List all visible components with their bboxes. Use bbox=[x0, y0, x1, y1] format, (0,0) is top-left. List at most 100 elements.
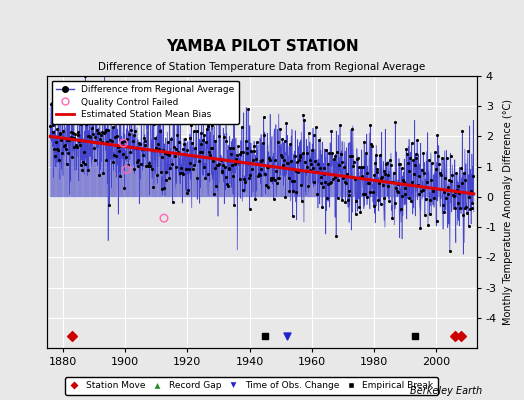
Point bbox=[102, 157, 111, 164]
Point bbox=[279, 162, 287, 168]
Point bbox=[133, 162, 141, 169]
Point bbox=[191, 144, 199, 151]
Text: Difference of Station Temperature Data from Regional Average: Difference of Station Temperature Data f… bbox=[99, 62, 425, 72]
Point bbox=[270, 177, 279, 183]
Point bbox=[183, 146, 192, 153]
Point bbox=[249, 148, 258, 154]
Point bbox=[443, 154, 451, 161]
Point bbox=[209, 158, 217, 164]
Point bbox=[144, 163, 152, 169]
Point bbox=[397, 206, 405, 212]
Point bbox=[171, 153, 179, 159]
Point bbox=[326, 180, 334, 187]
Point bbox=[432, 166, 440, 172]
Point bbox=[226, 145, 234, 151]
Point bbox=[70, 144, 79, 150]
Point bbox=[179, 170, 188, 177]
Point bbox=[315, 136, 323, 143]
Point bbox=[127, 127, 136, 133]
Point bbox=[274, 175, 282, 182]
Point bbox=[231, 160, 239, 167]
Point bbox=[99, 128, 107, 135]
Point bbox=[173, 132, 181, 138]
Text: Berkeley Earth: Berkeley Earth bbox=[410, 386, 482, 396]
Point bbox=[162, 169, 170, 175]
Point bbox=[379, 195, 388, 202]
Point bbox=[455, 190, 463, 196]
Point bbox=[376, 201, 385, 208]
Point bbox=[99, 170, 107, 176]
Point bbox=[287, 158, 295, 164]
Point bbox=[159, 147, 167, 153]
Point bbox=[176, 169, 184, 176]
Point bbox=[54, 157, 63, 163]
Point bbox=[166, 164, 174, 171]
Point bbox=[171, 146, 180, 152]
Point bbox=[463, 210, 471, 216]
Point bbox=[416, 191, 424, 198]
Point bbox=[112, 97, 120, 104]
Point bbox=[464, 223, 473, 230]
Point bbox=[280, 157, 288, 164]
Point bbox=[217, 169, 226, 175]
Point bbox=[312, 124, 320, 130]
Point bbox=[268, 176, 277, 182]
Point bbox=[141, 141, 149, 148]
Point bbox=[358, 164, 367, 170]
Point bbox=[451, 333, 459, 339]
Point bbox=[245, 206, 254, 213]
Point bbox=[260, 132, 269, 138]
Point bbox=[75, 141, 84, 148]
Point bbox=[67, 134, 75, 140]
Point bbox=[410, 333, 419, 339]
Point bbox=[424, 157, 433, 164]
Point bbox=[194, 153, 202, 159]
Point bbox=[333, 149, 341, 155]
Point bbox=[216, 157, 225, 163]
Point bbox=[86, 99, 95, 106]
Point bbox=[294, 157, 303, 164]
Point bbox=[411, 162, 419, 168]
Point bbox=[272, 180, 281, 186]
Point bbox=[364, 180, 372, 187]
Point bbox=[185, 166, 193, 172]
Point bbox=[174, 149, 182, 155]
Point bbox=[62, 146, 70, 152]
Point bbox=[456, 204, 464, 211]
Point bbox=[323, 181, 332, 187]
Point bbox=[64, 149, 72, 156]
Point bbox=[266, 157, 274, 163]
Point bbox=[352, 198, 361, 204]
Point bbox=[247, 147, 255, 154]
Point bbox=[137, 114, 146, 121]
Point bbox=[267, 174, 275, 181]
Point bbox=[182, 190, 191, 196]
Point bbox=[150, 121, 158, 128]
Point bbox=[221, 164, 229, 170]
Point bbox=[335, 162, 343, 168]
Point bbox=[223, 181, 231, 188]
Point bbox=[253, 161, 261, 167]
Point bbox=[212, 183, 221, 190]
Point bbox=[236, 150, 245, 157]
Point bbox=[125, 131, 133, 137]
Point bbox=[151, 134, 160, 141]
Point bbox=[288, 213, 297, 219]
Point bbox=[347, 153, 355, 160]
Point bbox=[320, 171, 329, 177]
Point bbox=[179, 146, 187, 152]
Point bbox=[276, 125, 284, 132]
Point bbox=[435, 160, 443, 167]
Point bbox=[72, 142, 80, 148]
Point bbox=[467, 204, 476, 211]
Point bbox=[49, 128, 58, 135]
Point bbox=[86, 134, 94, 140]
Point bbox=[311, 158, 319, 164]
Point bbox=[347, 126, 356, 132]
Point bbox=[56, 130, 64, 136]
Point bbox=[243, 150, 251, 156]
Point bbox=[373, 166, 381, 172]
Point bbox=[443, 184, 452, 190]
Point bbox=[205, 149, 213, 155]
Point bbox=[147, 107, 155, 114]
